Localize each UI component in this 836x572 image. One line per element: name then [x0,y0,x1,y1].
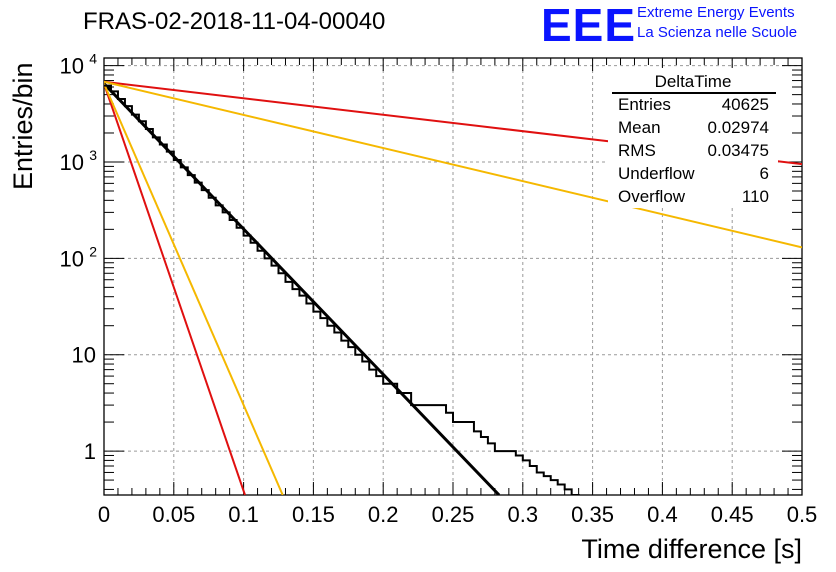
y-tick-label: 10 [60,150,84,175]
stats-label: Underflow [618,164,695,183]
x-axis-label: Time difference [s] [581,534,802,564]
x-tick-label: 0.3 [508,502,539,527]
histogram-steps [104,84,580,495]
stats-title: DeltaTime [655,72,732,91]
curve-orange_shallow [104,80,802,249]
curve-red_steep [104,83,246,495]
y-tick-exponent: 4 [89,51,97,67]
x-tick-label: 0.45 [711,502,754,527]
x-tick-label: 0.2 [368,502,399,527]
curve-orange_steep [104,83,284,495]
y-tick-exponent: 3 [89,147,97,163]
stats-value: 0.02974 [708,118,769,137]
x-tick-label: 0.15 [292,502,335,527]
stats-label: RMS [618,141,656,160]
stats-label: Entries [618,95,671,114]
histogram [104,84,580,495]
y-tick-label: 10 [60,246,84,271]
stats-label: Overflow [618,187,686,206]
y-tick-exponent: 2 [89,243,97,259]
x-tick-label: 0.1 [228,502,259,527]
page-title: FRAS-02-2018-11-04-00040 [83,8,386,35]
y-tick-label: 10 [72,343,96,368]
tick-labels: 0 0.05 0.1 0.15 0.2 0.25 0.3 0.35 0.4 0.45 0.51101… [60,51,818,527]
stats-value: 110 [742,187,769,206]
eee-logo: EEE [541,0,637,51]
logo-line-2: La Scienza nelle Scuole [637,24,798,41]
stats-value: 40625 [722,95,769,114]
logo-line-1: Extreme Energy Events [637,4,795,21]
stats-value: 0.03475 [708,141,769,160]
stats-label: Mean [618,118,661,137]
stats-box: DeltaTime Entries 40625 Mean 0.02974 RMS 0.03… [608,68,778,208]
x-tick-label: 0.25 [432,502,475,527]
y-axis-label: Entries/bin [8,62,38,190]
stats-value: 6 [760,164,769,183]
x-tick-label: 0 [98,502,110,527]
y-tick-label: 1 [84,439,96,464]
x-tick-label: 0.4 [647,502,678,527]
y-tick-label: 10 [60,54,84,79]
x-tick-label: 0.05 [152,502,195,527]
x-tick-label: 0.5 [787,502,818,527]
x-tick-label: 0.35 [571,502,614,527]
